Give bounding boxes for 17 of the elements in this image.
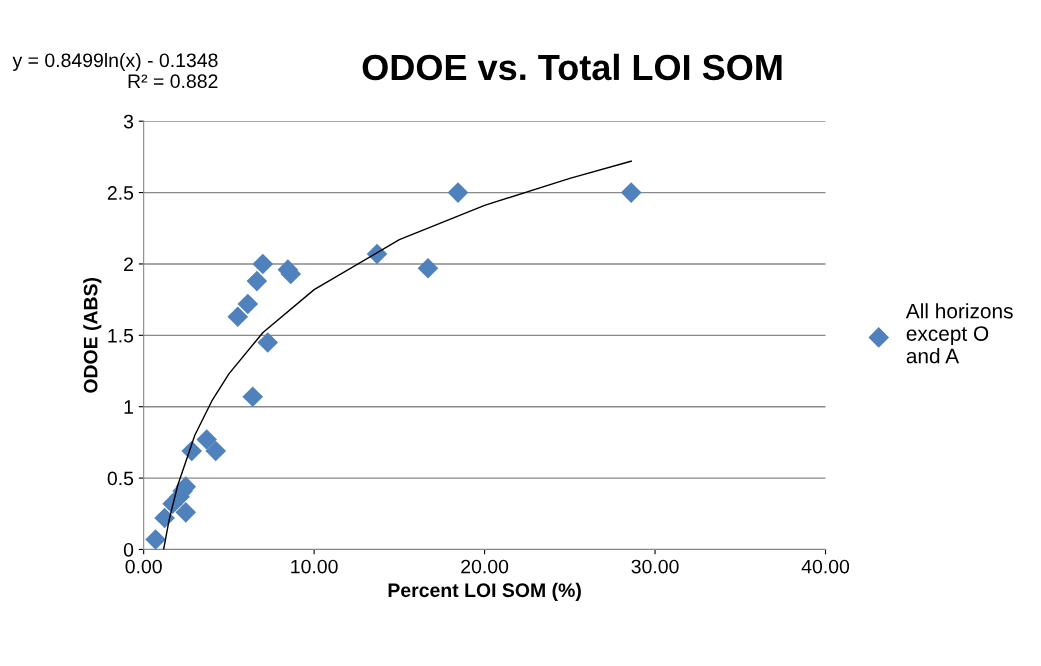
x-tick-label: 10.00 xyxy=(291,559,338,574)
x-tick-label: 40.00 xyxy=(801,559,850,574)
y-axis-title: ODOE (ABS) xyxy=(83,277,102,393)
y-tick-label: 3 xyxy=(123,114,134,129)
x-tick-label: 20.00 xyxy=(461,559,509,574)
chart-title: ODOE vs. Total LOI SOM xyxy=(362,53,782,81)
x-axis-title: Percent LOI SOM (%) xyxy=(388,582,581,601)
text: y = 0.8499ln(x) - 0.1348 R² = 0.882 xyxy=(12,52,218,89)
y-tick-label: 1 xyxy=(124,400,133,414)
legend-label: All horizons except O and A xyxy=(905,303,1013,364)
y-tick-label: 0 xyxy=(123,542,134,557)
y-tick-label: 0.5 xyxy=(107,471,134,486)
y-tick-label: 2 xyxy=(124,257,133,271)
y-tick-label: 2.5 xyxy=(107,186,134,200)
y-tick-label: 1.5 xyxy=(108,329,134,343)
x-tick-label: 0.00 xyxy=(125,559,162,574)
x-tick-label: 30.00 xyxy=(631,559,679,574)
